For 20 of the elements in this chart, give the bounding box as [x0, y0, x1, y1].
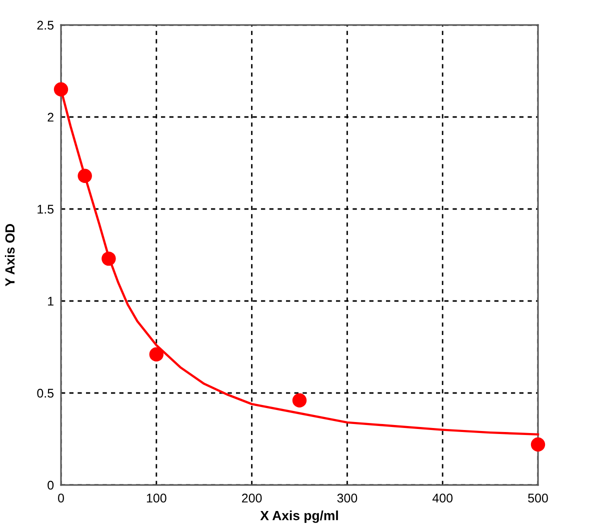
- x-tick-label: 100: [146, 494, 166, 503]
- x-tick-label: 200: [242, 494, 262, 503]
- y-tick-label: 0: [48, 480, 54, 490]
- y-tick-label: 2.5: [37, 20, 54, 30]
- point: [54, 82, 68, 97]
- y-axis-title: Y Axis OD: [4, 224, 15, 286]
- point: [530, 437, 546, 452]
- point: [102, 252, 116, 266]
- y-tick-label: 0.5: [37, 388, 54, 398]
- y-tick-label: 1.5: [38, 204, 54, 214]
- x-tick-label: 0: [58, 494, 64, 503]
- x-tick-label: 400: [432, 494, 453, 503]
- y-tick-label: 1: [48, 296, 54, 306]
- x-tick-label: 300: [337, 494, 358, 503]
- point: [78, 168, 92, 183]
- x-axis-title: X Axis pg/ml: [260, 510, 338, 523]
- point: [292, 393, 307, 408]
- x-tick-label: 500: [528, 494, 548, 503]
- point: [149, 347, 164, 362]
- y-tick-label: 2: [48, 112, 54, 122]
